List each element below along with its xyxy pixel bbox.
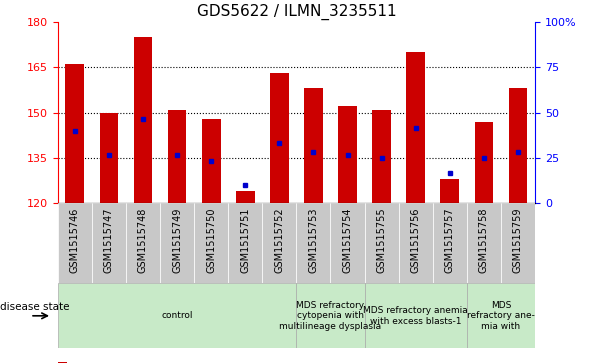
Bar xyxy=(399,203,433,283)
Bar xyxy=(58,362,67,363)
Bar xyxy=(92,203,126,283)
Bar xyxy=(126,203,160,283)
Text: MDS refractory
cytopenia with
multilineage dysplasia: MDS refractory cytopenia with multilinea… xyxy=(280,301,382,331)
Bar xyxy=(406,52,425,203)
Bar xyxy=(474,122,493,203)
Bar xyxy=(194,203,228,283)
Bar xyxy=(509,88,527,203)
Bar xyxy=(236,191,255,203)
Bar xyxy=(66,64,84,203)
Bar xyxy=(202,119,221,203)
Text: GSM1515755: GSM1515755 xyxy=(376,207,387,273)
Text: GSM1515758: GSM1515758 xyxy=(479,207,489,273)
Text: GSM1515753: GSM1515753 xyxy=(308,207,319,273)
Text: GSM1515756: GSM1515756 xyxy=(411,207,421,273)
Text: GSM1515752: GSM1515752 xyxy=(274,207,285,273)
Bar xyxy=(365,283,467,348)
Text: disease state: disease state xyxy=(0,302,69,312)
Bar xyxy=(228,203,262,283)
Bar xyxy=(338,106,357,203)
Bar xyxy=(270,73,289,203)
Bar xyxy=(100,113,119,203)
Bar xyxy=(467,203,501,283)
Bar xyxy=(160,203,194,283)
Text: GSM1515750: GSM1515750 xyxy=(206,207,216,273)
Text: GSM1515751: GSM1515751 xyxy=(240,207,250,273)
Bar xyxy=(58,203,92,283)
Bar xyxy=(440,179,459,203)
Text: MDS refractory anemia
with excess blasts-1: MDS refractory anemia with excess blasts… xyxy=(364,306,468,326)
Text: GSM1515759: GSM1515759 xyxy=(513,207,523,273)
Bar xyxy=(58,283,296,348)
Text: GSM1515754: GSM1515754 xyxy=(342,207,353,273)
Bar xyxy=(433,203,467,283)
Text: GSM1515749: GSM1515749 xyxy=(172,207,182,273)
Text: MDS
refractory ane-
mia with: MDS refractory ane- mia with xyxy=(467,301,535,331)
Bar xyxy=(467,283,535,348)
Bar xyxy=(134,37,153,203)
Text: GSM1515748: GSM1515748 xyxy=(138,207,148,273)
Bar xyxy=(168,110,187,203)
Bar xyxy=(296,203,331,283)
Text: GSM1515757: GSM1515757 xyxy=(445,207,455,273)
Bar xyxy=(501,203,535,283)
Bar xyxy=(372,110,391,203)
Bar xyxy=(296,283,365,348)
Text: control: control xyxy=(161,311,193,320)
Text: GSM1515747: GSM1515747 xyxy=(104,207,114,273)
Bar xyxy=(304,88,323,203)
Text: GSM1515746: GSM1515746 xyxy=(70,207,80,273)
Bar xyxy=(262,203,296,283)
Title: GDS5622 / ILMN_3235511: GDS5622 / ILMN_3235511 xyxy=(196,4,396,20)
Bar xyxy=(331,203,365,283)
Bar xyxy=(365,203,399,283)
